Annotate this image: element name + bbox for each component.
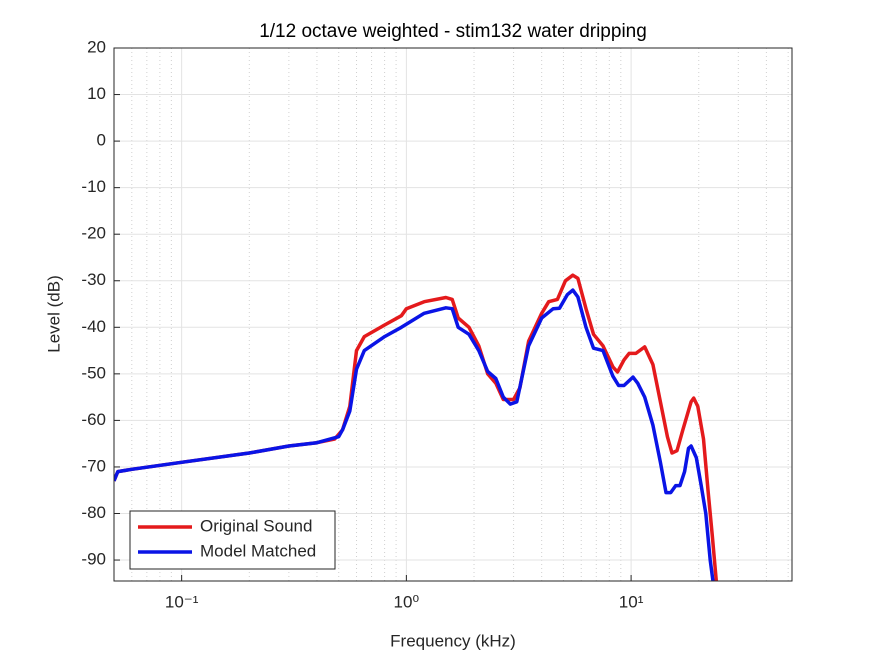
x-tick-label: 10⁻¹ (165, 592, 199, 611)
y-tick-label: 0 (97, 131, 106, 150)
y-axis-label: Level (dB) (44, 275, 63, 352)
x-tick-label: 10¹ (619, 592, 644, 611)
y-tick-label: -90 (81, 550, 106, 569)
x-axis-label: Frequency (kHz) (390, 631, 516, 650)
chart-title: 1/12 octave weighted - stim132 water dri… (259, 21, 647, 42)
y-tick-label: -50 (81, 363, 106, 382)
y-tick-label: -10 (81, 177, 106, 196)
x-tick-label: 10⁰ (394, 592, 420, 611)
y-tick-label: 10 (87, 84, 106, 103)
y-tick-label: -60 (81, 410, 106, 429)
legend-label: Model Matched (200, 541, 316, 560)
y-tick-label: 20 (87, 37, 106, 56)
y-tick-label: -80 (81, 503, 106, 522)
plot-lines (114, 273, 719, 581)
legend-label: Original Sound (200, 516, 312, 535)
y-tick-label: -40 (81, 317, 106, 336)
y-tick-label: -70 (81, 456, 106, 475)
data-line (114, 288, 715, 581)
axes-box (113, 47, 793, 582)
legend-box (129, 510, 336, 570)
y-tick-label: -30 (81, 270, 106, 289)
y-tick-label: -20 (81, 224, 106, 243)
